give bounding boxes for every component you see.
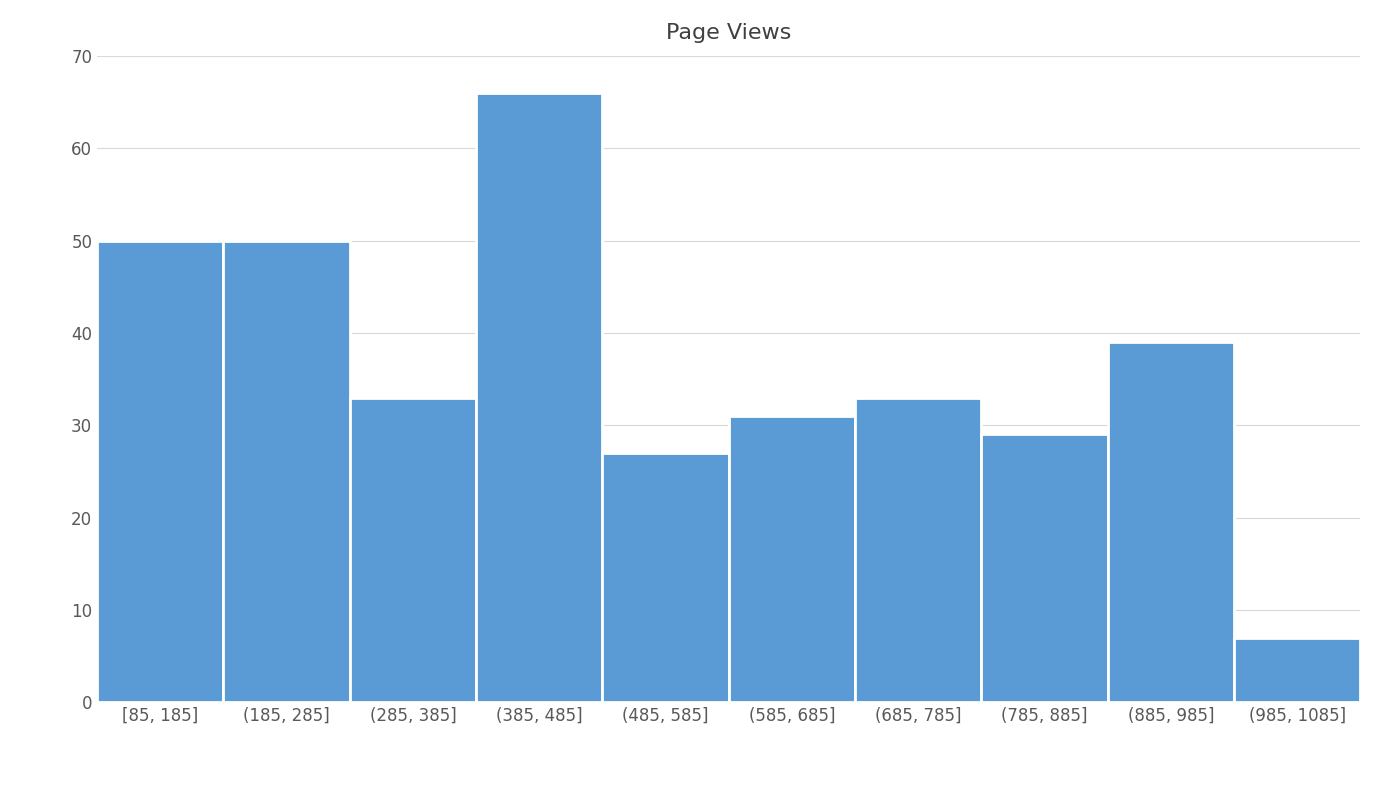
Bar [1108,342,1234,702]
Bar [476,93,602,702]
Bar [855,397,981,702]
Bar [1234,638,1360,702]
Bar [350,397,476,702]
Title: Page Views: Page Views [666,23,791,43]
Bar [981,434,1108,702]
Bar [729,416,855,702]
Bar [97,240,223,702]
Bar [223,240,350,702]
Bar [602,453,729,702]
